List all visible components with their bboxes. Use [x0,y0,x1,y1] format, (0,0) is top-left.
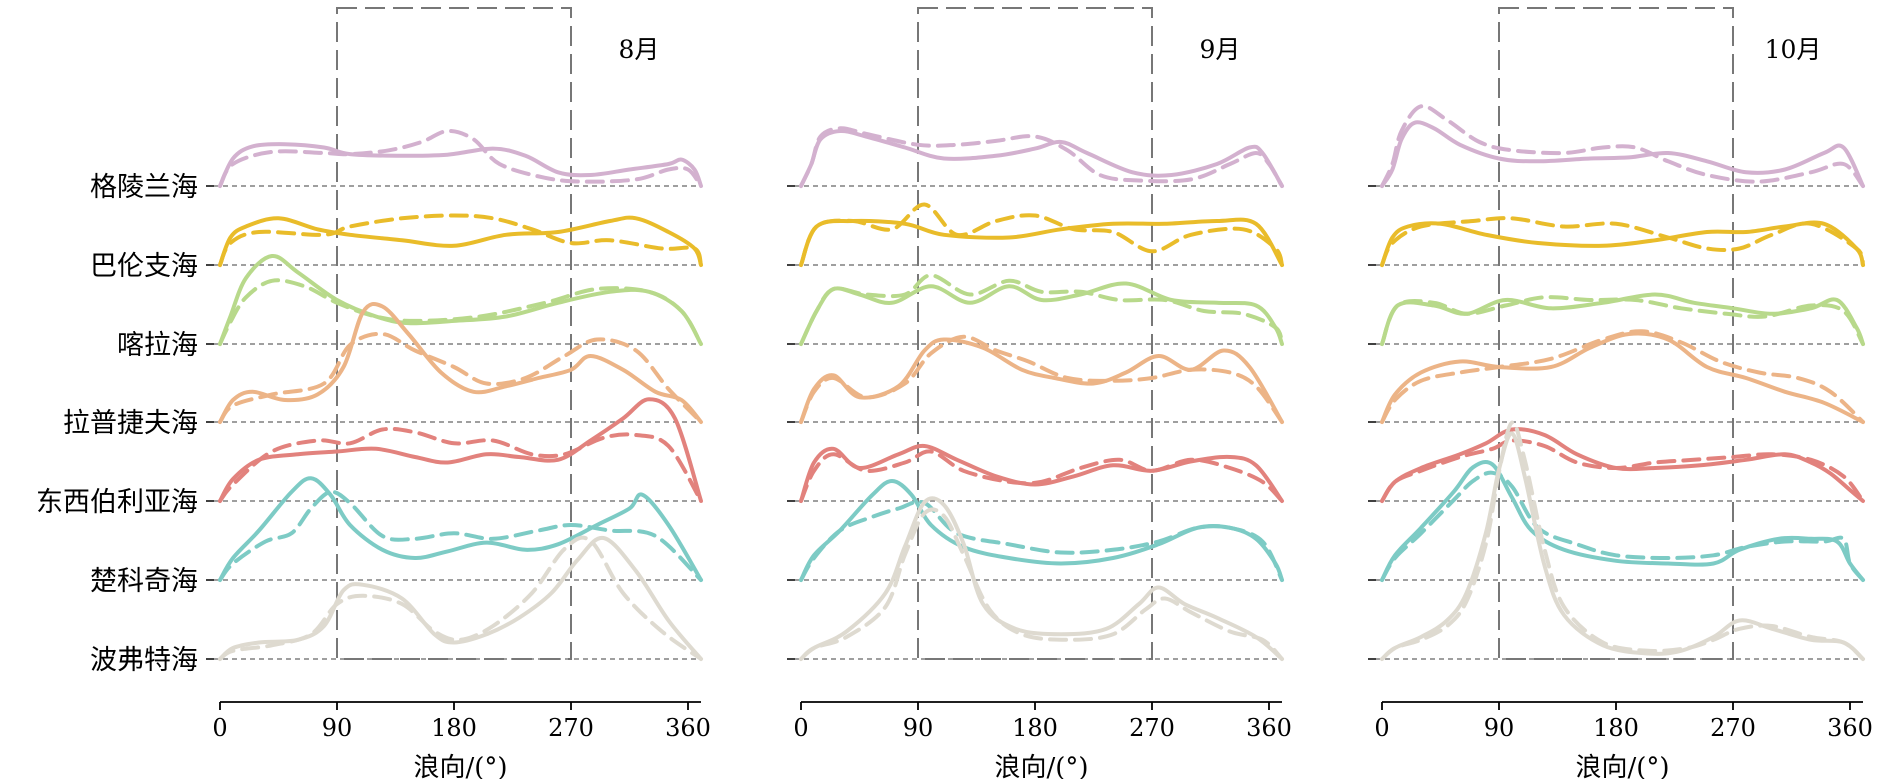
series-solid-row-5 [218,476,703,582]
x-tick-label: 270 [548,714,594,742]
row-label: 格陵兰海 [90,172,198,203]
x-tick-label: 360 [665,714,711,742]
x-axis-title: 浪向/(°) [413,753,507,779]
series-solid-row-1 [1380,220,1865,267]
panel-title: 10月 [1765,35,1822,64]
series-dashed-row-0 [218,128,703,188]
direction-window [917,7,1153,660]
series-solid-row-5 [799,479,1284,582]
series-dashed-row-6 [799,507,1284,661]
row-label: 拉普捷夫海 [63,408,198,439]
series-dashed-row-1 [218,213,703,267]
row-label: 楚科奇海 [90,566,198,597]
x-tick-label: 360 [1246,714,1292,742]
series-solid-row-4 [1380,427,1865,503]
series-dashed-row-5 [1380,470,1865,582]
row-label: 喀拉海 [117,330,198,361]
panel-2: 0 90 180 270 360 浪向/(°) 9月 [787,7,1292,779]
panel-title: 9月 [1199,35,1240,64]
direction-window [336,7,572,660]
x-tick-label: 270 [1710,714,1756,742]
row-label: 巴伦支海 [90,251,198,282]
series-solid-row-1 [218,215,703,267]
series-dashed-row-3 [1380,329,1865,424]
x-tick-label: 180 [1593,714,1639,742]
panels: 0 90 180 270 360 浪向/(°) 8月 0 90 180 270 360 浪向/(°) 9月… [206,7,1873,779]
x-tick-label: 0 [1374,714,1389,742]
row-label: 东西伯利亚海 [36,487,198,518]
x-axis-title: 浪向/(°) [994,753,1088,779]
series-solid-row-1 [799,217,1284,267]
series-solid-row-0 [218,142,703,188]
panel-1: 0 90 180 270 360 浪向/(°) 8月 [206,7,711,779]
x-tick-label: 0 [212,714,227,742]
row-label: 波弗特海 [90,645,198,676]
series-solid-row-4 [218,397,703,503]
x-tick-label: 180 [1012,714,1058,742]
x-tick-label: 180 [431,714,477,742]
series-dashed-row-0 [799,126,1284,188]
x-tick-label: 90 [322,714,353,742]
series-solid-row-2 [218,253,703,346]
direction-window [1498,7,1734,660]
series-solid-row-6 [799,496,1284,661]
series-dashed-row-5 [218,489,703,582]
series-solid-row-2 [799,281,1284,346]
series-solid-row-0 [1380,120,1865,188]
series-solid-row-3 [1380,331,1865,424]
series-dashed-row-5 [799,499,1284,582]
series-solid-row-6 [218,535,703,661]
x-tick-label: 270 [1129,714,1175,742]
x-tick-label: 0 [793,714,808,742]
series-dashed-row-0 [1380,104,1865,188]
x-tick-label: 90 [903,714,934,742]
series-solid-row-0 [799,128,1284,188]
panel-title: 8月 [618,35,659,64]
series-dashed-row-2 [799,273,1284,346]
x-tick-label: 90 [1484,714,1515,742]
series-dashed-row-3 [218,331,703,424]
panel-3: 0 90 180 270 360 浪向/(°) 10月 [1368,7,1873,779]
series-solid-row-4 [799,443,1284,503]
series-solid-row-5 [1380,459,1865,582]
series-dashed-row-4 [218,426,703,503]
series-solid-row-6 [1380,431,1865,661]
series-solid-row-3 [218,301,703,424]
series-solid-row-3 [799,337,1284,424]
series-dashed-row-1 [799,202,1284,267]
x-axis-title: 浪向/(°) [1575,753,1669,779]
x-tick-label: 360 [1827,714,1873,742]
series-solid-row-2 [1380,292,1865,346]
series-dashed-row-3 [799,334,1284,424]
